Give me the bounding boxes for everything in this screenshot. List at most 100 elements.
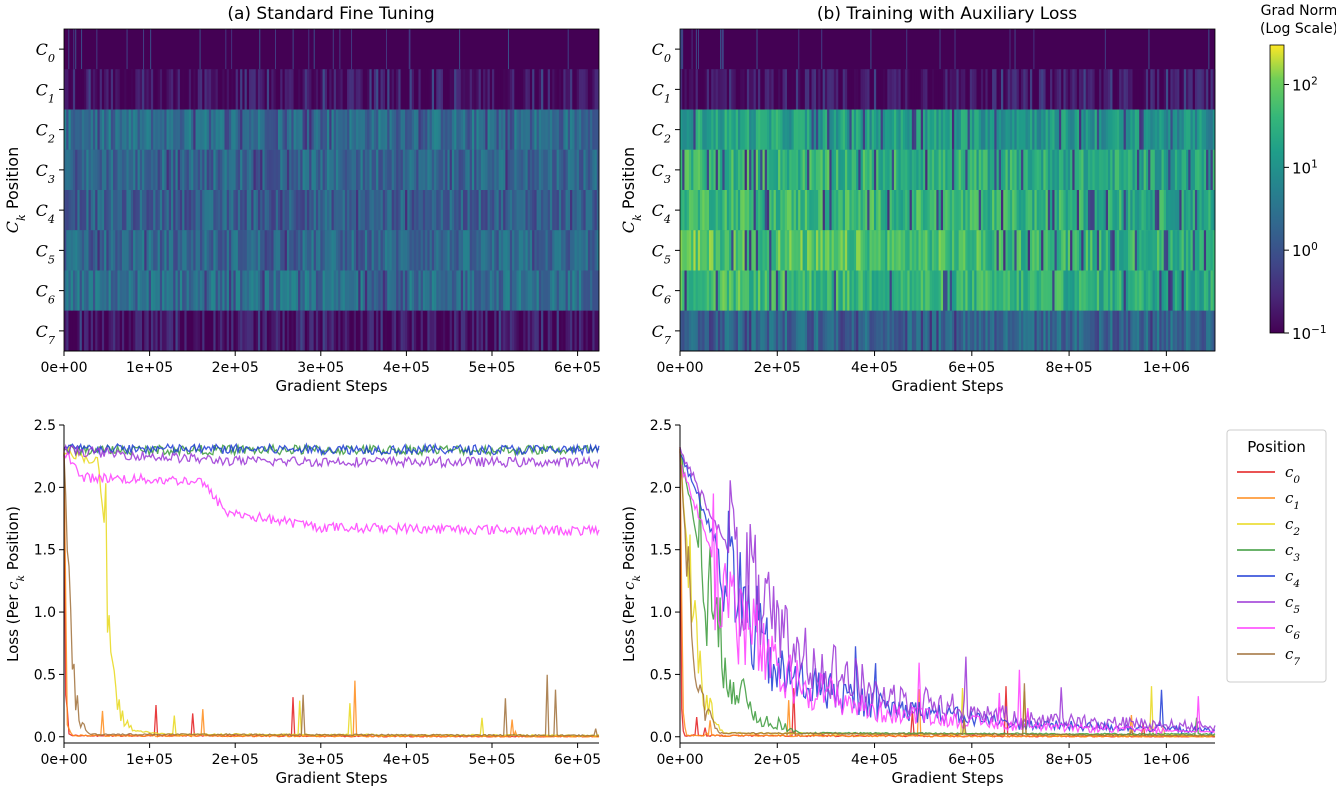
heatmap-cell (762, 149, 766, 191)
heatmap-cell (159, 109, 163, 151)
heatmap-cell (811, 69, 815, 110)
heatmap-cell (1172, 149, 1176, 191)
heatmap-cell (1076, 270, 1080, 312)
heatmap-cell (976, 230, 980, 271)
heatmap-cell (289, 69, 292, 110)
heatmap-cell (1188, 230, 1191, 271)
heatmap-cell (266, 190, 270, 231)
heatmap-cell (1112, 270, 1115, 312)
heatmap-cell (459, 29, 461, 70)
heatmap-cell (344, 230, 348, 271)
heatmap-cell (139, 270, 143, 312)
heatmap-cell (1212, 230, 1216, 271)
heatmap-cell (862, 109, 866, 151)
heatmap-cell (708, 149, 712, 191)
heatmap-cell (146, 230, 150, 271)
heatmap-cell (487, 109, 491, 151)
heatmap-cell (737, 270, 741, 312)
y-tick-label-sub: 7 (664, 333, 672, 346)
y-axis-label-prefix: Loss (Per (620, 590, 638, 662)
legend-label-c3: c3 (1285, 541, 1300, 564)
heatmap-cell (1150, 69, 1153, 110)
heatmap-cell (891, 69, 895, 110)
heatmap-cell (311, 190, 314, 231)
heatmap-cell (818, 190, 821, 231)
heatmap-cell (1141, 230, 1144, 271)
heatmap-cell (228, 310, 232, 352)
heatmap-cell (838, 230, 841, 271)
heatmap-cell (987, 230, 991, 271)
heatmap-cell (1197, 149, 1200, 191)
heatmap-cell (396, 109, 399, 151)
heatmap-cell (1199, 310, 1202, 352)
heatmap-cell (1199, 149, 1202, 191)
heatmap-cell (159, 230, 163, 271)
heatmap-cell (1197, 69, 1200, 110)
heatmap-cell (916, 69, 919, 110)
heatmap-cell (1110, 149, 1113, 191)
heatmap-cell (1074, 109, 1078, 151)
heatmap-cell (146, 149, 150, 191)
heatmap-cell (420, 230, 424, 271)
heatmap-cell (1181, 270, 1185, 312)
heatmap-cell (769, 310, 772, 352)
heatmap-cell (407, 149, 410, 191)
heatmap-cell (1092, 149, 1095, 191)
heatmap-cell (1034, 109, 1037, 151)
heatmap-cell (505, 270, 508, 312)
heatmap-cell (130, 190, 134, 231)
heatmap-cell (882, 310, 886, 352)
heatmap-cell (1067, 69, 1071, 110)
heatmap-cell (349, 270, 352, 312)
heatmap-cell (494, 149, 497, 191)
heatmap-cell (142, 69, 145, 110)
heatmap-cell (509, 109, 513, 151)
heatmap-cell (376, 310, 379, 352)
heatmap-cell (1143, 149, 1147, 191)
heatmap-cell (802, 310, 806, 352)
heatmap-cell (215, 270, 219, 312)
heatmap-cell (291, 230, 294, 271)
heatmap-cell (148, 109, 152, 151)
heatmap-cell (956, 270, 959, 312)
heatmap-cell (269, 190, 272, 231)
heatmap-cell (996, 230, 1000, 271)
heatmap-cell (1025, 109, 1029, 151)
heatmap-cell (133, 230, 136, 271)
heatmap-cell (985, 310, 988, 352)
heatmap-cell (536, 109, 540, 151)
heatmap-cell (532, 190, 535, 231)
heatmap-cell (445, 69, 448, 110)
heatmap-cell (891, 109, 895, 151)
legend-label-c6-sub: 6 (1293, 630, 1300, 642)
heatmap-cell (66, 270, 69, 312)
heatmap-cell (1085, 270, 1089, 312)
heatmap-cell (680, 190, 683, 231)
heatmap-cell (572, 149, 575, 191)
heatmap-cell (576, 270, 580, 312)
heatmap-cell (157, 310, 161, 352)
heatmap-cell (1210, 230, 1214, 271)
heatmap-cell (905, 149, 908, 191)
heatmap-cell (1154, 149, 1158, 191)
heatmap-cell (1136, 149, 1140, 191)
series-line-c1 (679, 448, 1216, 738)
heatmap-cell (81, 29, 83, 70)
heatmap-cell (177, 310, 181, 352)
heatmap-cell (787, 310, 790, 352)
heatmap-cell (342, 310, 346, 352)
heatmap-cell (682, 109, 685, 151)
heatmap-cell (838, 190, 841, 231)
heatmap-cell (304, 310, 308, 352)
y-tick-label: C5 (36, 241, 55, 266)
heatmap-cell (1197, 109, 1200, 151)
heatmap-cell (505, 230, 508, 271)
heatmap-cell (1007, 109, 1011, 151)
colorbar-tick-exp: −1 (1311, 324, 1326, 336)
heatmap-cell (382, 270, 386, 312)
heatmap-cell (1194, 69, 1198, 110)
heatmap-cell (1067, 230, 1071, 271)
heatmap-cell (500, 270, 504, 312)
heatmap-cell (592, 230, 595, 271)
heatmap-cell (715, 149, 719, 191)
